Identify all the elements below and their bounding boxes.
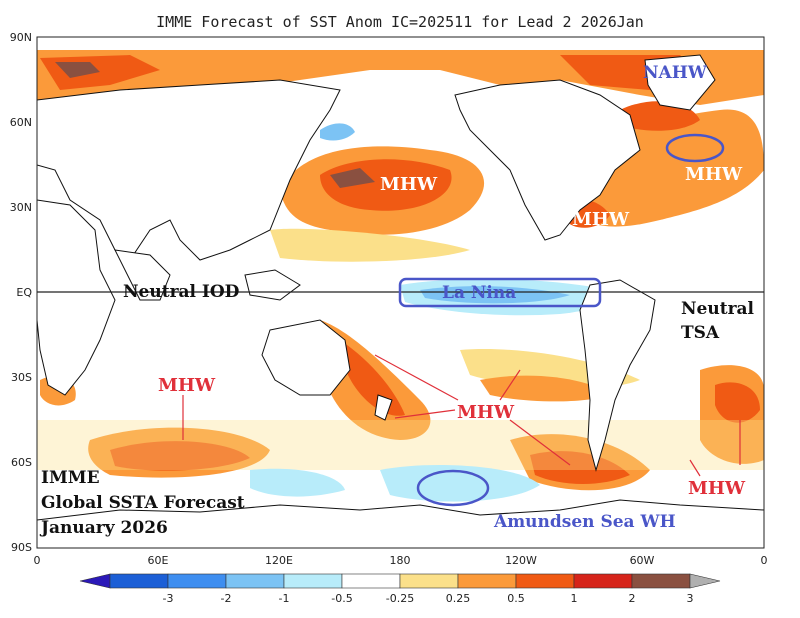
lon-label: 120E — [265, 554, 293, 567]
colorbar-label: -2 — [221, 592, 232, 605]
colorbar-swatch — [457, 573, 517, 589]
lat-label: 90N — [10, 31, 32, 44]
mhw-label-south-pacific: MHW — [457, 402, 515, 423]
lon-label: 120W — [505, 554, 537, 567]
lat-label: EQ — [16, 286, 32, 299]
colorbar-label: -0.25 — [386, 592, 414, 605]
colorbar: -3 -2 -1 -0.5 -0.25 0.25 0.5 1 2 3 — [79, 573, 721, 605]
neutral-iod-label: Neutral IOD — [123, 282, 240, 302]
mhw-leader-lines — [182, 354, 741, 477]
lon-axis: 0 60E 120E 180 120W 60W 0 — [34, 554, 768, 567]
colorbar-label: -0.5 — [331, 592, 352, 605]
colorbar-label: 0.5 — [507, 592, 525, 605]
mhw-label-gulf: MHW — [572, 209, 630, 230]
colorbar-label: 3 — [687, 592, 694, 605]
colorbar-label: 1 — [571, 592, 578, 605]
nahw-ellipse — [665, 133, 725, 163]
la-nina-label: La Nina — [442, 283, 516, 303]
lat-label: 60N — [10, 116, 32, 129]
map-frame — [36, 36, 765, 549]
colorbar-label: -3 — [163, 592, 174, 605]
mhw-label-indian: MHW — [158, 375, 216, 396]
lat-label: 60S — [11, 456, 32, 469]
lon-label: 60E — [148, 554, 169, 567]
lon-label: 180 — [390, 554, 411, 567]
colorbar-swatch — [167, 573, 227, 589]
map-title: IMME Forecast of SST Anom IC=202511 for … — [156, 13, 644, 31]
forecast-label-2: Global SSTA Forecast — [41, 493, 245, 513]
colorbar-swatch — [573, 573, 633, 589]
lon-label: 0 — [34, 554, 41, 567]
lat-label: 90S — [11, 541, 32, 554]
colorbar-swatch — [399, 573, 459, 589]
lat-label: 30S — [11, 371, 32, 384]
colorbar-swatch — [515, 573, 575, 589]
nahw-label: NAHW — [643, 63, 708, 83]
land — [37, 54, 764, 548]
colorbar-label: 2 — [629, 592, 636, 605]
colorbar-label: -1 — [279, 592, 290, 605]
colorbar-extend-low — [79, 573, 111, 589]
colorbar-label: 0.25 — [446, 592, 471, 605]
mhw-label-south-atlantic: MHW — [688, 478, 746, 499]
amundsen-ellipse — [416, 469, 490, 507]
colorbar-swatch — [631, 573, 691, 589]
map-field — [37, 37, 764, 548]
forecast-label-1: IMME — [41, 468, 100, 488]
amundsen-label: Amundsen Sea WH — [493, 512, 676, 532]
colorbar-swatch — [109, 573, 169, 589]
lon-label: 60W — [630, 554, 655, 567]
la-nina-box — [398, 277, 602, 308]
colorbar-extend-high — [689, 573, 721, 589]
neutral-tsa-label-2: TSA — [681, 323, 720, 343]
colorbar-swatch — [225, 573, 285, 589]
lon-label: 0 — [761, 554, 768, 567]
neutral-tsa-label-1: Neutral — [681, 299, 755, 319]
mhw-label-north-atlantic: MHW — [685, 164, 743, 185]
colorbar-swatch — [341, 573, 401, 589]
colorbar-swatch — [283, 573, 343, 589]
lat-label: 30N — [10, 201, 32, 214]
lat-axis: 90N 60N 30N EQ 30S 60S 90S — [10, 31, 33, 554]
mhw-label-north-pacific: MHW — [380, 174, 438, 195]
forecast-label-3: January 2026 — [39, 518, 168, 538]
